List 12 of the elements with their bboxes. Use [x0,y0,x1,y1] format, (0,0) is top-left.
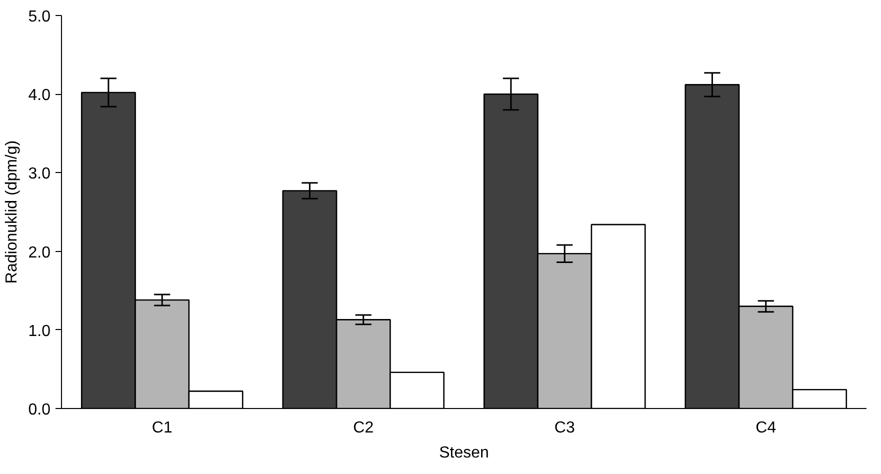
y-tick-label: 0.0 [28,402,51,418]
y-tick-label: 1.0 [28,322,51,340]
x-tick-label: C3 [554,420,575,436]
y-tick-label: 5.0 [28,8,51,26]
x-tick-label: C4 [756,420,776,436]
y-axis-title: Radionuklid (dpm/g) [3,140,20,284]
x-tick-label: C1 [152,420,172,436]
y-tick-label: 2.0 [28,244,51,262]
y-tick-label: 4.0 [28,87,51,104]
y-tick-label: 3.0 [28,166,51,183]
x-tick-label: C2 [353,420,374,436]
x-axis-title: Stesen [439,444,489,462]
